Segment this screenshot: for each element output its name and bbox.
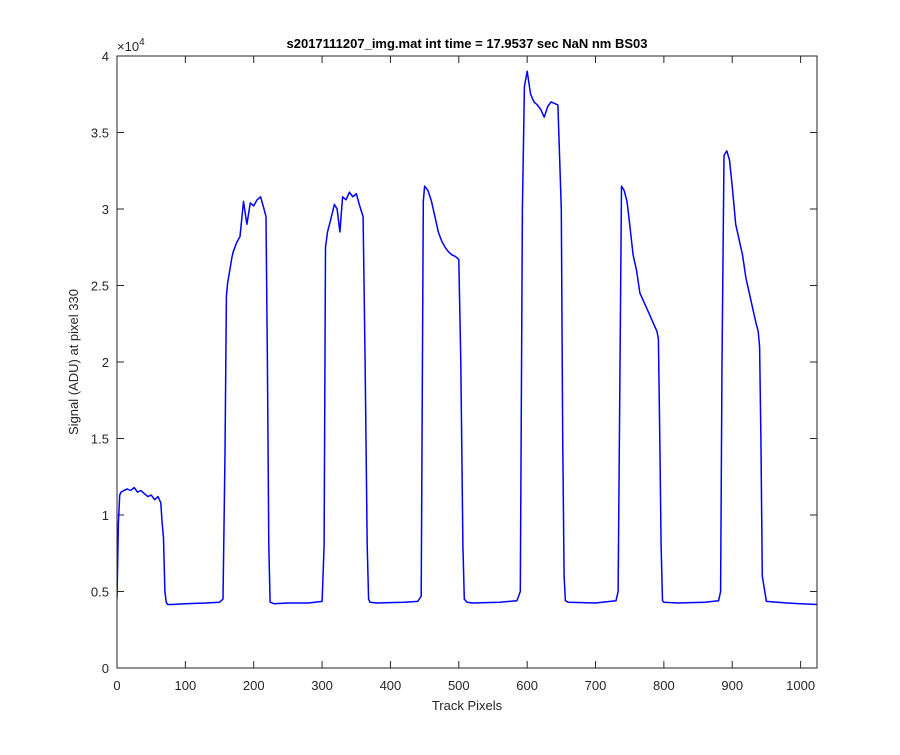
- x-tick-label: 1000: [786, 678, 815, 693]
- y-tick-label: 3.5: [91, 126, 109, 141]
- x-tick-label: 300: [311, 678, 333, 693]
- x-tick-label: 700: [585, 678, 607, 693]
- x-tick-label: 100: [175, 678, 197, 693]
- y-tick-label: 1: [102, 508, 109, 523]
- plot-frame: [116, 55, 818, 669]
- series-line: [117, 70, 817, 606]
- y-axis-exponent-power: 4: [139, 37, 145, 48]
- x-tick-label: 600: [516, 678, 538, 693]
- x-tick-label: 200: [243, 678, 265, 693]
- tick-labels: 0 100 200 300 400 500 600 700 800 900 1000 0 0.5 1 1.5…: [91, 49, 815, 693]
- y-tick-label: 3: [102, 202, 109, 217]
- x-axis-label: Track Pixels: [432, 698, 503, 713]
- x-tick-label: 0: [113, 678, 120, 693]
- y-axis-label: Signal (ADU) at pixel 330: [66, 289, 81, 435]
- y-tick-label: 2.5: [91, 279, 109, 294]
- y-tick-label: 0: [102, 661, 109, 676]
- x-tick-label: 500: [448, 678, 470, 693]
- y-axis-exponent-base: ×10: [117, 39, 139, 54]
- y-axis-exponent: ×104: [117, 37, 145, 54]
- y-tick-label: 0.5: [91, 585, 109, 600]
- x-tick-label: 900: [721, 678, 743, 693]
- y-tick-label: 2: [102, 355, 109, 370]
- y-tick-label: 1.5: [91, 432, 109, 447]
- plot-area: [117, 56, 817, 668]
- x-tick-label: 800: [653, 678, 675, 693]
- x-tick-label: 400: [380, 678, 402, 693]
- y-tick-label: 4: [102, 49, 109, 64]
- chart-title: s2017111207_img.mat int time = 17.9537 s…: [287, 36, 648, 51]
